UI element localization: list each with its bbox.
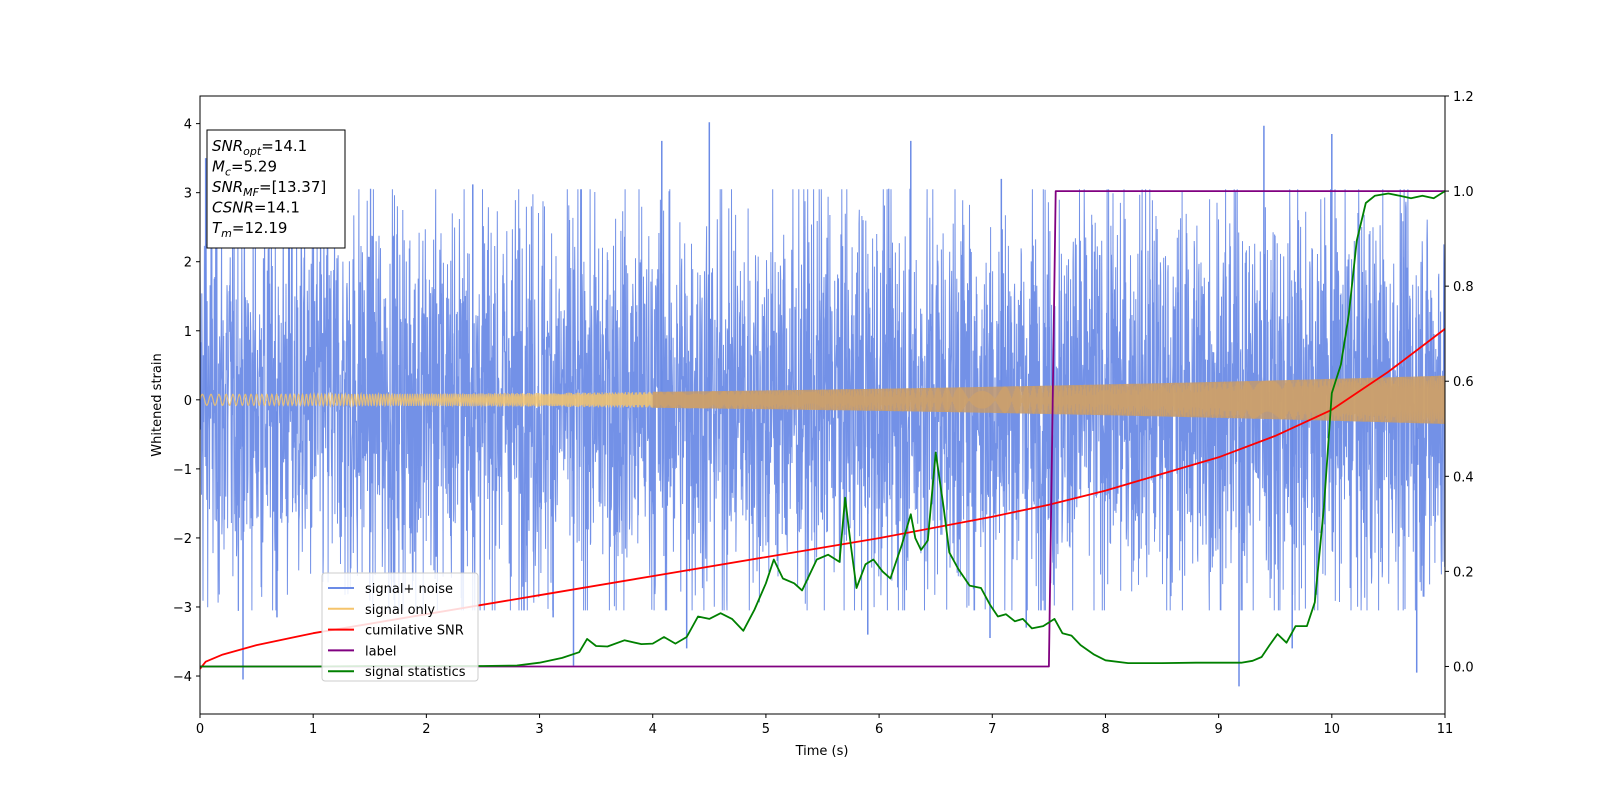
series-cumilative-snr [200,328,1445,670]
series-lines [200,190,1445,670]
x-tick-label: 8 [1101,722,1109,737]
y-left-tick-label: 4 [184,118,192,133]
legend-label: signal statistics [365,665,466,680]
x-tick-label: 1 [309,722,317,737]
x-axis-ticks: 0 1 2 3 4 5 6 7 8 9 10 11 [196,714,1453,737]
x-tick-label: 0 [196,722,204,737]
y-right-tick-label: 0.2 [1453,565,1474,580]
info-line: Mc=5.29 [212,158,277,179]
x-tick-label: 11 [1437,722,1454,737]
x-tick-label: 2 [422,722,430,737]
series-signal-statistics [200,190,1445,668]
y-left-tick-label: −1 [173,463,192,478]
x-tick-label: 6 [875,722,883,737]
x-tick-label: 9 [1214,722,1222,737]
x-tick-label: 7 [988,722,996,737]
axes-frame [199,95,1446,715]
info-line: CSNR=14.1 [212,199,300,217]
y-right-tick-label: 0.4 [1453,470,1474,485]
legend-label: signal+ noise [365,582,453,597]
y-left-tick-label: 3 [184,187,192,202]
y-right-tick-label: 0.0 [1453,660,1474,675]
series-label [200,190,1445,668]
x-tick-label: 3 [535,722,543,737]
y-left-tick-label: 1 [184,325,192,340]
chirp-envelope [652,375,1445,424]
y-left-tick-label: −3 [173,601,192,616]
legend: signal+ noise signal only cumilative SNR la… [321,572,479,682]
y-axis-right-ticks: 0.0 0.2 0.4 0.6 0.8 1.0 1.2 [1445,90,1474,675]
x-axis-label: Time (s) [795,744,849,759]
info-line: Tm=12.19 [212,219,287,240]
y-left-tick-label: 2 [184,256,192,271]
y-right-tick-label: 1.0 [1453,185,1474,200]
y-left-tick-label: 0 [184,394,192,409]
y-right-tick-label: 0.8 [1453,280,1474,295]
x-tick-label: 5 [762,722,770,737]
legend-label: signal only [365,603,435,618]
noise-trace [200,188,1445,611]
legend-label: cumilative SNR [365,624,464,639]
y-left-tick-label: −4 [173,670,192,685]
info-line: SNRopt=14.1 [212,137,307,158]
legend-label: label [365,644,396,659]
series-signal-noise [200,122,1445,687]
y-left-tick-label: −2 [173,532,192,547]
y-axis-left-ticks: −4 −3 −2 −1 0 1 2 3 4 [173,118,200,685]
y-right-tick-label: 0.6 [1453,375,1474,390]
info-line: SNRMF=[13.37] [212,178,326,199]
x-tick-label: 4 [649,722,657,737]
y-axis-label: Whitened strain [150,353,165,456]
series-signal-only [200,375,1445,424]
info-box: SNRopt=14.1Mc=5.29SNRMF=[13.37]CSNR=14.1… [206,129,346,249]
y-right-tick-label: 1.2 [1453,90,1474,105]
x-tick-label: 10 [1324,722,1341,737]
